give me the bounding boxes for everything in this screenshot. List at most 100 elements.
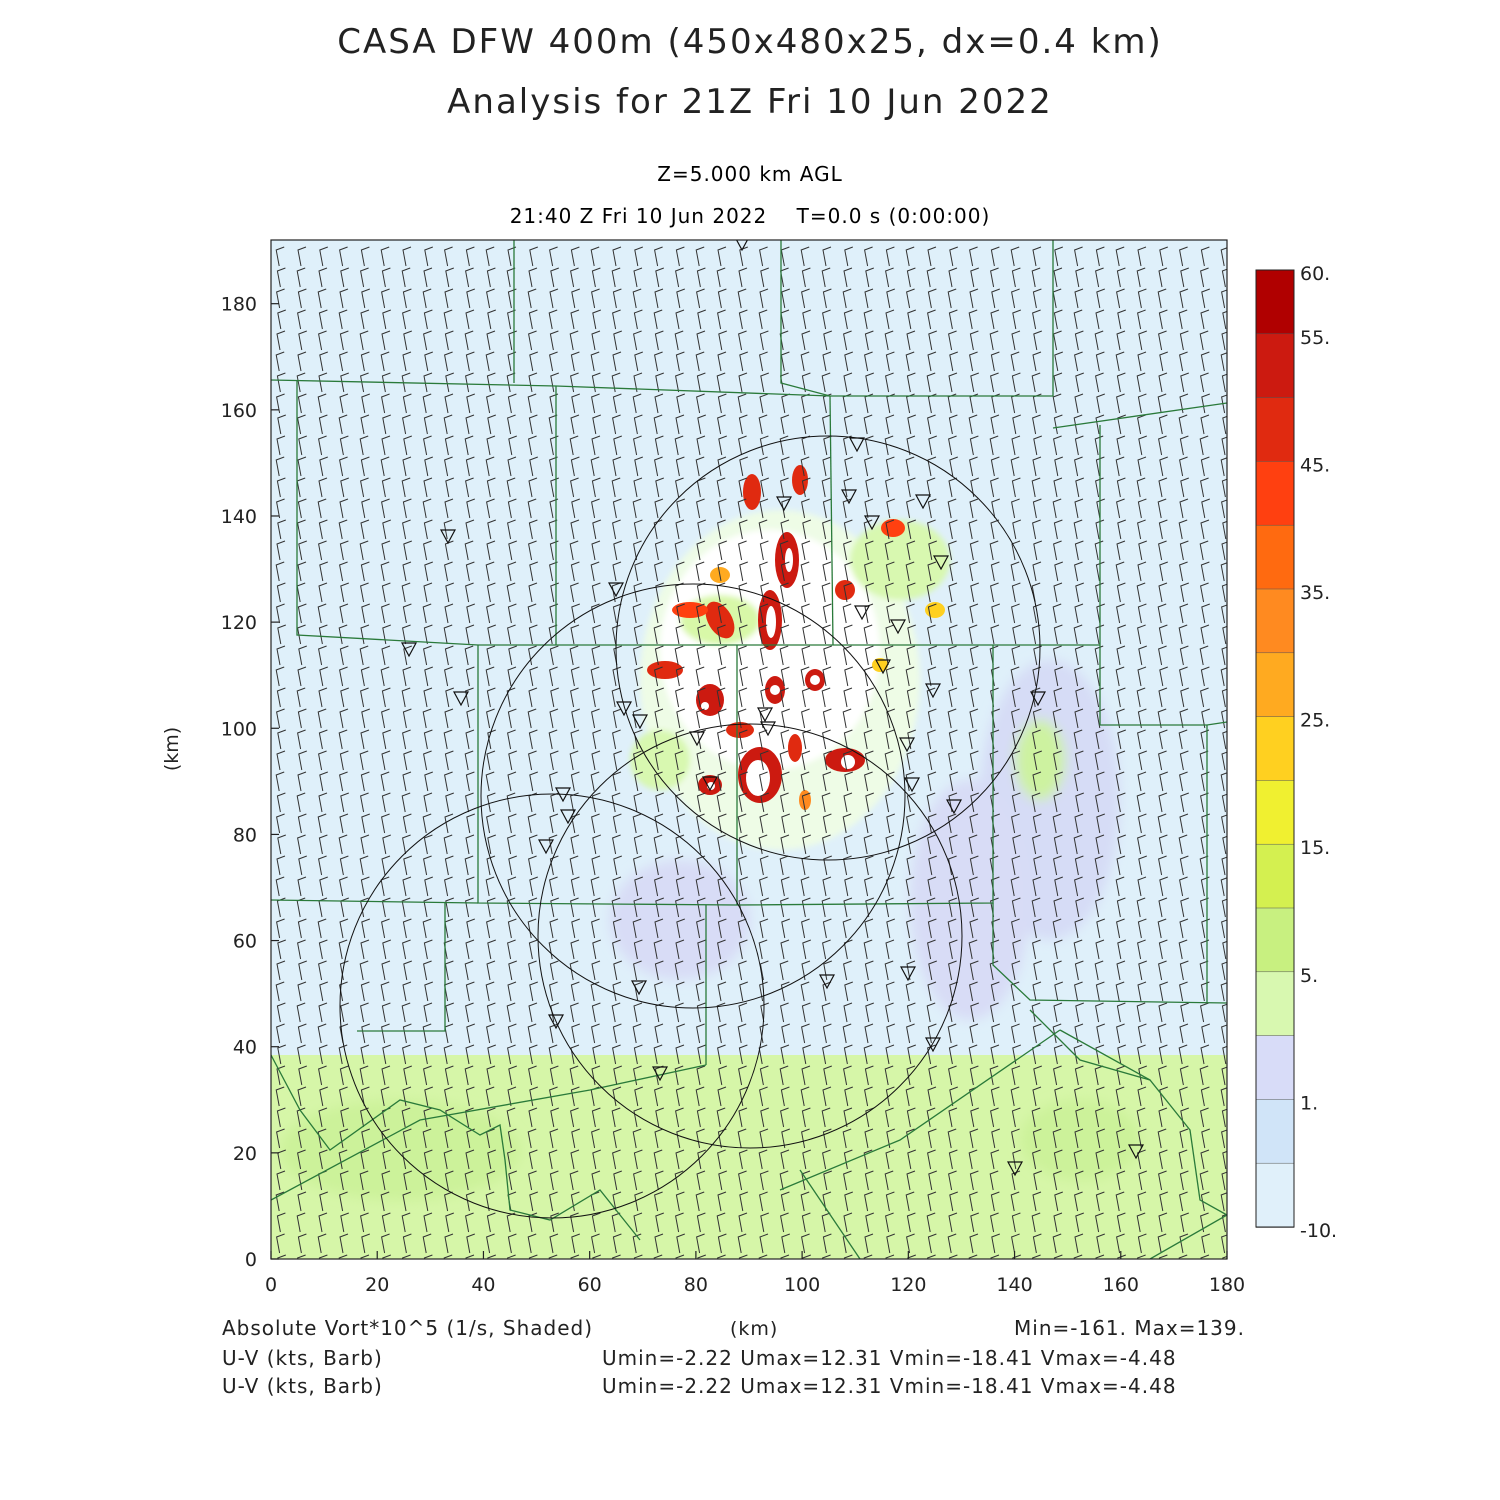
- level-label: Z=5.000 km AGL: [657, 162, 843, 186]
- colorbar: 60. 55. 45. 35. 25. 15. 5. 1. -10.: [1255, 263, 1337, 1242]
- x-tick-label: 100: [784, 1274, 820, 1296]
- field-variation: [280, 660, 1140, 1200]
- plot-title-line2: Analysis for 21Z Fri 10 Jun 2022: [447, 82, 1053, 122]
- barb1-label: U-V (kts, Barb): [222, 1346, 383, 1370]
- colorbar-swatch: [1255, 461, 1295, 526]
- colorbar-label: 5.: [1300, 965, 1318, 987]
- colorbar-label: 60.: [1300, 263, 1330, 285]
- radar-site-icon: [840, 489, 858, 505]
- colorbar-label: -10.: [1300, 1220, 1337, 1242]
- radar-site-icon: [1127, 1144, 1145, 1160]
- radar-site-icon: [818, 974, 836, 990]
- y-axis-label: (km): [161, 727, 183, 771]
- radar-site-icon: [924, 1037, 942, 1053]
- radar-site-icon: [775, 496, 793, 512]
- radar-site-icon: [848, 437, 866, 453]
- colorbar-label: 1.: [1300, 1092, 1318, 1114]
- vorticity-maxima: [647, 465, 945, 810]
- y-tick-label: 120: [221, 612, 257, 634]
- radar-site-icon: [874, 659, 892, 675]
- y-tick-label: 180: [221, 294, 257, 316]
- colorbar-swatch: [1255, 1162, 1295, 1228]
- radar-site-icon: [701, 776, 719, 792]
- colorbar-swatch: [1255, 588, 1295, 654]
- barb-field: [275, 246, 1227, 1259]
- radar-site-icon: [924, 683, 942, 699]
- colorbar-label: 15.: [1300, 837, 1330, 859]
- radar-site-icon: [735, 240, 749, 252]
- plot-area: [271, 240, 1227, 1259]
- radar-site-icon: [537, 839, 555, 855]
- plot-title-line1: CASA DFW 400m (450x480x25, dx=0.4 km): [337, 22, 1163, 62]
- colorbar-swatch: [1255, 333, 1295, 399]
- x-tick-label: 80: [684, 1274, 708, 1296]
- radar-site-icon: [889, 619, 907, 635]
- x-axis: 0 20 40 60 80 100 120 140 160 180: [265, 1251, 1245, 1296]
- radar-site-icon: [898, 737, 916, 753]
- field-minmax: Min=-161. Max=139.: [1014, 1316, 1245, 1340]
- colorbar-swatch: [1255, 716, 1295, 782]
- radar-site-icon: [400, 642, 418, 658]
- valid-time-label: 21:40 Z Fri 10 Jun 2022 T=0.0 s (0:00:00…: [509, 204, 991, 228]
- y-axis: 0 20 40 60 80 100 120 140 160 180: [221, 294, 279, 1271]
- x-tick-label: 180: [1209, 1274, 1245, 1296]
- colorbar-label: 45.: [1300, 454, 1330, 476]
- x-tick-label: 60: [578, 1274, 602, 1296]
- radar-site-icon: [899, 966, 917, 982]
- y-tick-label: 100: [221, 718, 257, 740]
- x-tick-label: 40: [471, 1274, 495, 1296]
- county-boundaries: [271, 240, 1227, 1259]
- colorbar-swatch: [1255, 524, 1295, 590]
- radar-site-markers: [400, 240, 1145, 1177]
- y-tick-label: 140: [221, 506, 257, 528]
- radar-coverage-rings: [339, 435, 1041, 1219]
- colorbar-swatch: [1255, 397, 1295, 463]
- radar-site-icon: [914, 494, 932, 510]
- x-tick-label: 0: [265, 1274, 277, 1296]
- radar-site-icon: [630, 980, 648, 996]
- y-tick-label: 40: [233, 1037, 257, 1059]
- colorbar-swatch: [1255, 971, 1295, 1037]
- radar-site-icon: [651, 1066, 669, 1082]
- x-tick-label: 20: [365, 1274, 389, 1296]
- barb2-label: U-V (kts, Barb): [222, 1374, 383, 1398]
- radar-site-icon: [554, 787, 572, 803]
- radar-site-icon: [932, 555, 950, 571]
- radar-site-icon: [439, 529, 457, 545]
- radar-site-icon: [945, 799, 963, 815]
- radar-site-icon: [615, 701, 633, 717]
- colorbar-label: 25.: [1300, 710, 1330, 732]
- x-tick-label: 160: [1103, 1274, 1139, 1296]
- barb2-stats: Umin=-2.22 Umax=12.31 Vmin=-18.41 Vmax=-…: [602, 1374, 1177, 1398]
- y-tick-label: 80: [233, 824, 257, 846]
- colorbar-label: 35.: [1300, 582, 1330, 604]
- radar-site-icon: [863, 515, 881, 531]
- x-axis-label: (km): [730, 1318, 779, 1340]
- colorbar-swatch: [1255, 1035, 1295, 1101]
- radar-site-icon: [903, 777, 921, 793]
- y-tick-label: 20: [233, 1143, 257, 1165]
- radar-site-icon: [1006, 1161, 1024, 1177]
- colorbar-label: 55.: [1300, 327, 1330, 349]
- x-tick-label: 120: [890, 1274, 926, 1296]
- plot-frame: [270, 239, 1228, 1260]
- wind-barbs: [275, 246, 1227, 1259]
- y-tick-label: 60: [233, 931, 257, 953]
- radar-site-icon: [547, 1014, 565, 1030]
- radar-site-icon: [759, 721, 777, 737]
- radar-site-icon: [559, 809, 577, 825]
- colorbar-swatch: [1255, 269, 1295, 335]
- y-tick-label: 160: [221, 400, 257, 422]
- radar-site-icon: [452, 691, 470, 707]
- radar-site-icon: [756, 707, 774, 723]
- radar-site-icon: [631, 714, 649, 730]
- colorbar-swatch: [1255, 1099, 1295, 1164]
- colorbar-frame: [1255, 269, 1295, 1228]
- radar-site-icon: [607, 582, 625, 598]
- y-tick-label: 0: [245, 1249, 257, 1271]
- field-label: Absolute Vort*10^5 (1/s, Shaded): [222, 1316, 594, 1340]
- radar-site-icon: [1029, 691, 1047, 707]
- colorbar-swatch: [1255, 652, 1295, 718]
- radar-site-icon: [688, 731, 706, 747]
